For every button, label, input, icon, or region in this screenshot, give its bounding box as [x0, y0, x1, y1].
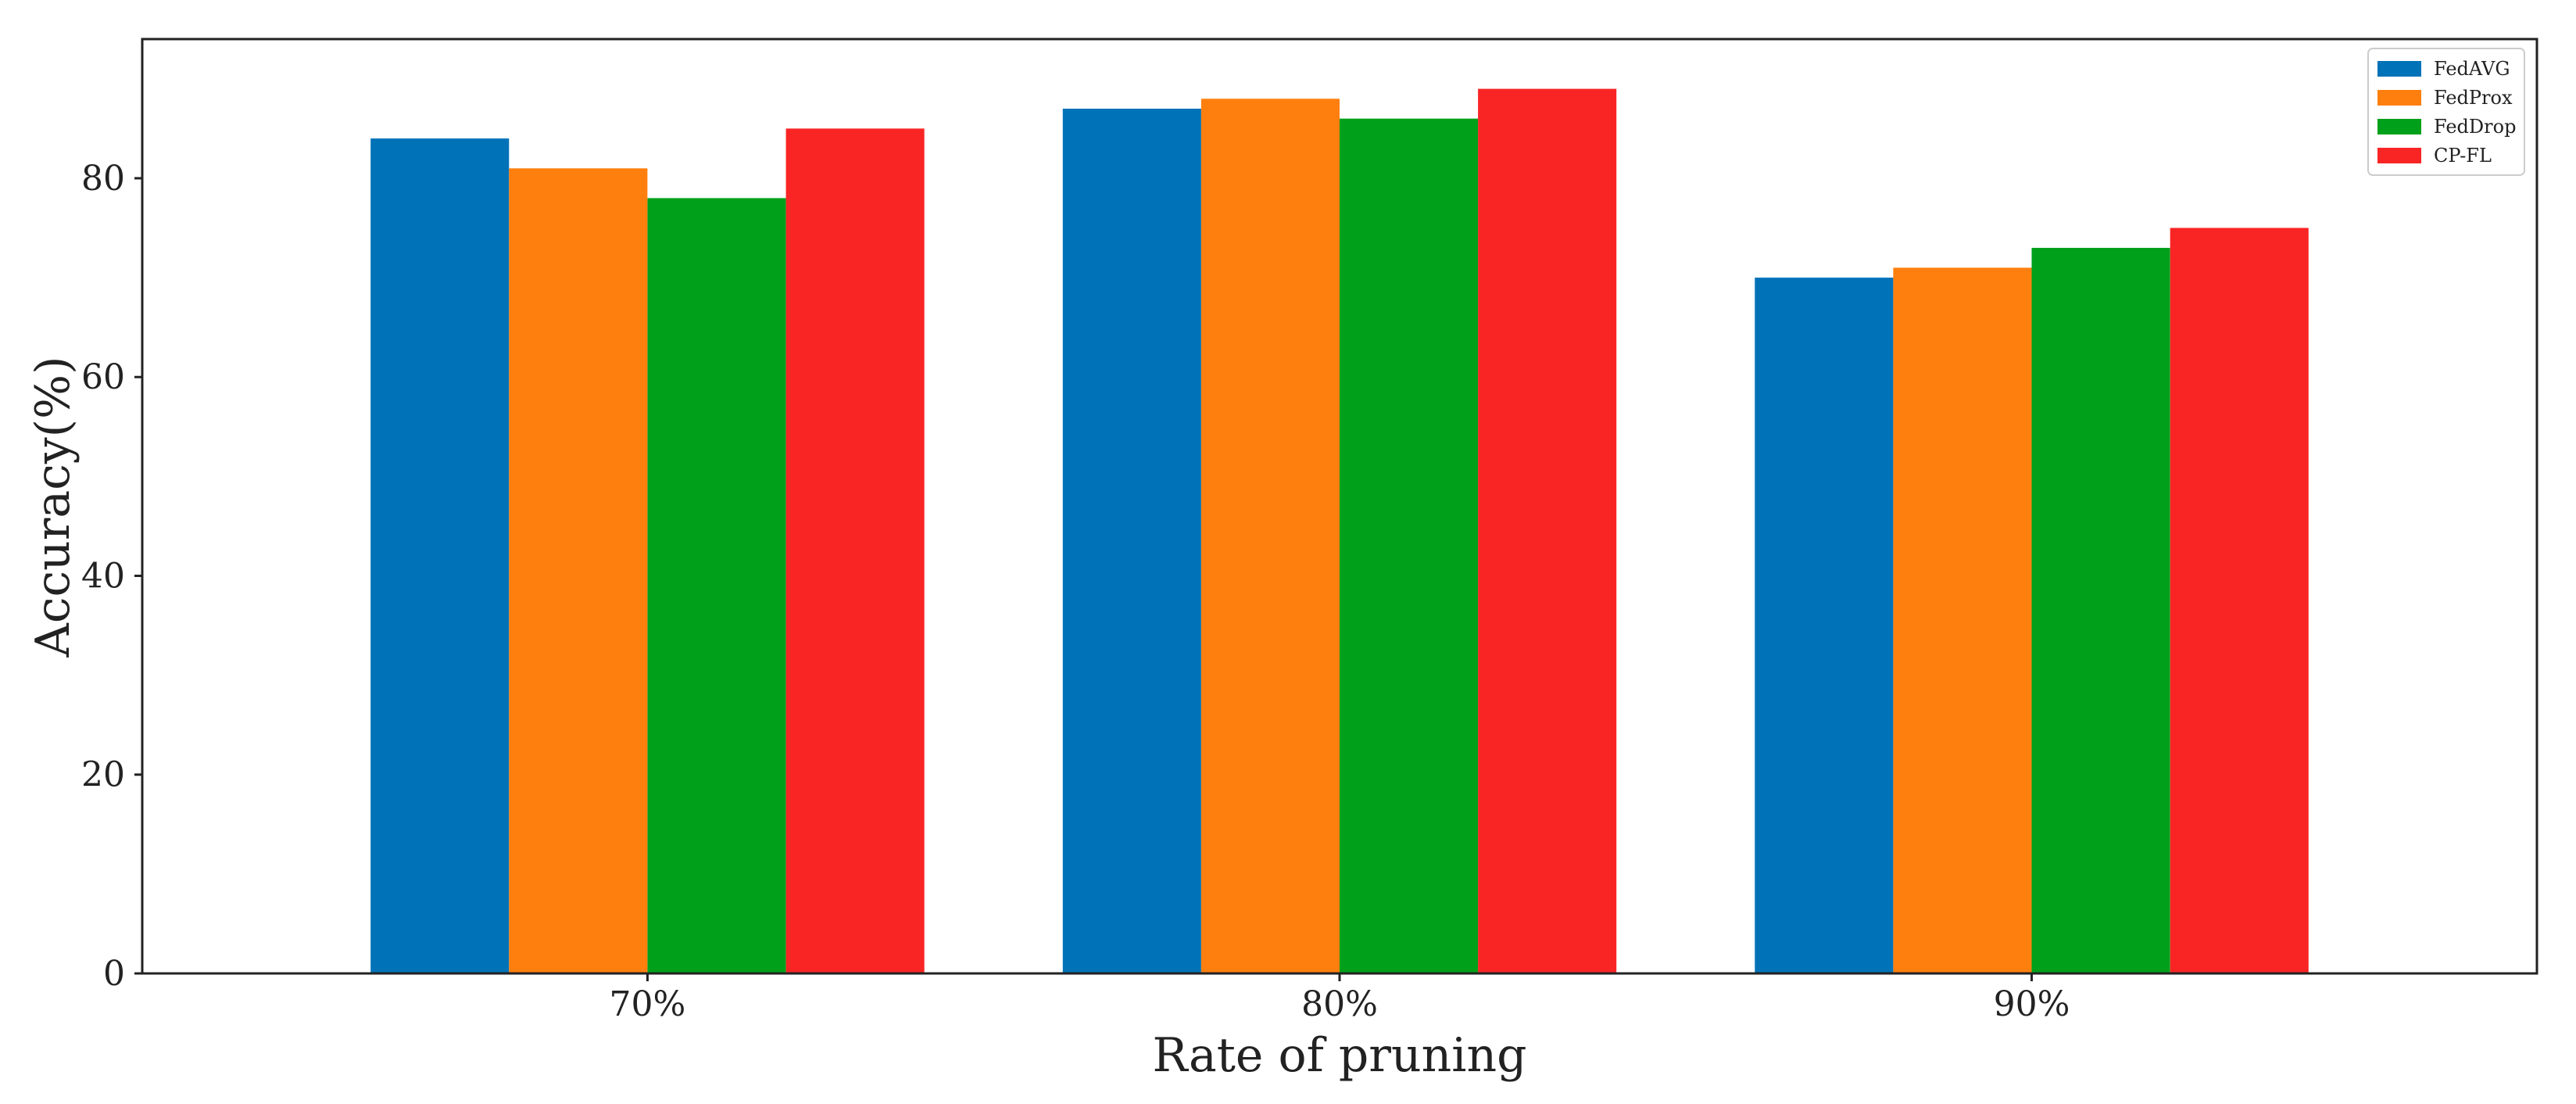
- bar-fedavg-3: [1755, 278, 1894, 974]
- legend-label: FedAVG: [2434, 58, 2510, 80]
- x-tick-label: 70%: [610, 984, 686, 1024]
- bar-fedavg-1: [370, 138, 510, 974]
- y-tick-label: 20: [81, 755, 125, 795]
- bar-feddrop-2: [1340, 118, 1479, 974]
- bar-cp-fl-1: [785, 128, 925, 973]
- y-tick-label: 80: [81, 159, 125, 199]
- bar-cp-fl-3: [2170, 228, 2309, 973]
- bar-fedprox-2: [1200, 99, 1340, 973]
- legend: FedAVG FedProx FedDrop CP-FL: [2367, 48, 2525, 176]
- legend-swatch: [2377, 148, 2421, 163]
- bar-fedprox-3: [1893, 267, 2032, 973]
- y-axis-title: Accuracy(%): [26, 357, 80, 658]
- legend-swatch: [2377, 119, 2421, 134]
- y-tick-label: 0: [103, 954, 125, 994]
- y-tick-label: 40: [81, 556, 125, 596]
- bar-fedprox-1: [509, 168, 648, 973]
- bar-feddrop-3: [2031, 248, 2170, 973]
- x-axis-ticks: 70% 80% 90%: [610, 973, 2070, 1024]
- legend-box: [2367, 48, 2525, 176]
- x-tick-label: 80%: [1301, 984, 1378, 1024]
- y-tick-label: 60: [81, 357, 125, 397]
- bars-group: [370, 88, 2309, 974]
- x-axis-title: Rate of pruning: [1152, 1028, 1526, 1083]
- bar-fedavg-2: [1062, 109, 1201, 973]
- x-tick-label: 90%: [1994, 984, 2070, 1024]
- bar-feddrop-1: [647, 198, 786, 973]
- legend-label: FedProx: [2434, 87, 2513, 109]
- legend-label: FedDrop: [2434, 116, 2516, 138]
- bar-cp-fl-2: [1478, 88, 1617, 974]
- legend-swatch: [2377, 90, 2421, 106]
- y-axis-ticks: 0 20 40 60 80: [81, 159, 142, 994]
- legend-label: CP-FL: [2434, 145, 2492, 167]
- legend-swatch: [2377, 61, 2421, 77]
